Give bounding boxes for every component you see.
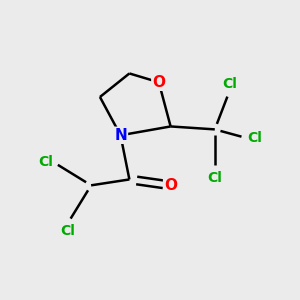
- Text: O: O: [152, 75, 165, 90]
- Text: Cl: Cl: [38, 155, 53, 169]
- Text: Cl: Cl: [222, 77, 237, 91]
- Text: Cl: Cl: [207, 171, 222, 184]
- Text: Cl: Cl: [60, 224, 75, 238]
- Text: O: O: [164, 178, 177, 193]
- Text: N: N: [114, 128, 127, 143]
- Text: Cl: Cl: [247, 131, 262, 145]
